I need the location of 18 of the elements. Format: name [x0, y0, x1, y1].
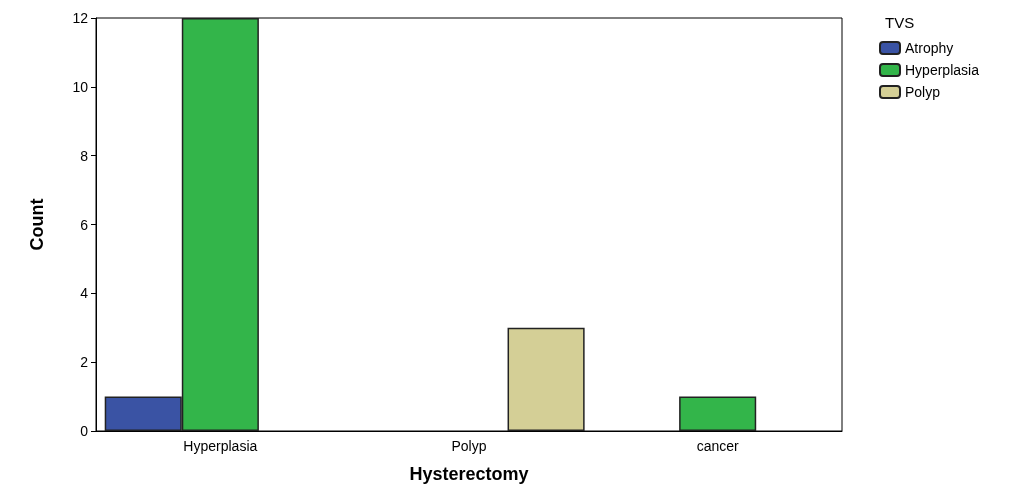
legend-title: TVS	[885, 14, 915, 31]
x-axis-title: Hysterectomy	[409, 464, 529, 484]
y-tick-label: 6	[80, 216, 89, 233]
bar	[507, 327, 585, 431]
y-tick-label: 2	[80, 354, 89, 371]
legend-label: Polyp	[905, 84, 941, 100]
bar	[679, 396, 757, 431]
legend-label: Atrophy	[905, 40, 954, 56]
x-tick-label: Polyp	[451, 438, 487, 454]
y-tick-label: 8	[80, 147, 89, 164]
x-tick-label: cancer	[696, 438, 740, 454]
legend-label: Hyperplasia	[905, 62, 980, 78]
y-tick-label: 12	[72, 10, 89, 26]
y-tick-label: 10	[72, 78, 89, 95]
y-axis-title: Count	[27, 198, 47, 251]
x-tick-label: Hyperplasia	[183, 438, 258, 454]
y-tick-label: 0	[80, 423, 89, 439]
y-tick-label: 4	[80, 285, 89, 302]
